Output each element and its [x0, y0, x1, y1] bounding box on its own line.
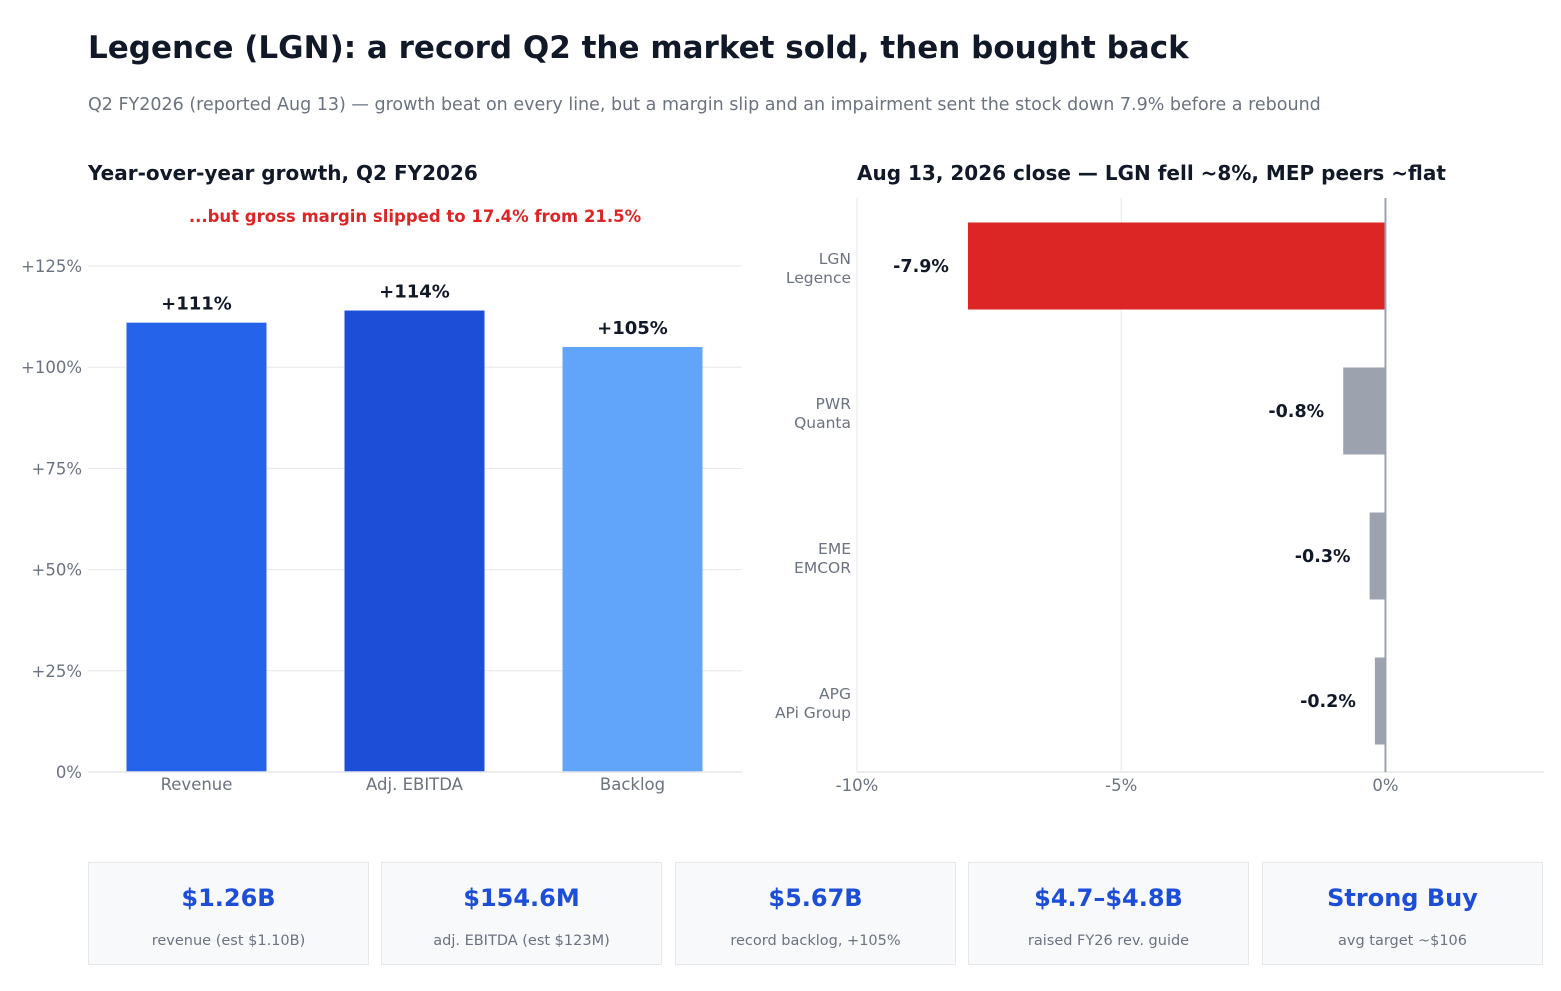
kpi-value: $154.6M — [463, 884, 580, 912]
kpi-card-guidance: $4.7–$4.8B raised FY26 rev. guide — [968, 862, 1249, 965]
bar-pwr — [1343, 367, 1386, 455]
bar-revenue — [126, 322, 267, 772]
kpi-label: avg target ~$106 — [1337, 933, 1468, 949]
kpi-row: $1.26B revenue (est $1.10B) $154.6M adj.… — [88, 862, 1544, 967]
x-tick-label: -5% — [1105, 776, 1137, 795]
y-tick-company: Quanta — [794, 414, 851, 432]
y-tick-ticker: PWR — [816, 395, 852, 413]
y-tick-ticker: LGN — [819, 250, 851, 268]
y-tick-company: EMCOR — [794, 559, 851, 577]
y-tick-label: +100% — [21, 358, 82, 377]
kpi-value: Strong Buy — [1327, 884, 1478, 912]
y-tick-label: +75% — [32, 459, 83, 478]
bar-data-label: +114% — [379, 282, 450, 303]
y-tick-ticker: EME — [818, 540, 851, 558]
reaction-chart-title: Aug 13, 2026 close — LGN fell ~8%, MEP p… — [857, 161, 1446, 185]
kpi-value: $1.26B — [181, 884, 276, 912]
x-tick-label: Revenue — [161, 775, 233, 794]
x-tick-label: Backlog — [600, 775, 665, 794]
bar-data-label: -7.9% — [893, 257, 949, 277]
bar-data-label: +105% — [597, 318, 668, 339]
kpi-card-revenue: $1.26B revenue (est $1.10B) — [88, 862, 369, 965]
kpi-value: $4.7–$4.8B — [1034, 884, 1183, 912]
growth-chart-title: Year-over-year growth, Q2 FY2026 — [88, 161, 478, 185]
x-tick-label: 0% — [1372, 776, 1398, 795]
kpi-card-rating: Strong Buy avg target ~$106 — [1262, 862, 1543, 965]
y-tick-label: 0% — [56, 763, 82, 782]
x-tick-label: -10% — [836, 776, 879, 795]
growth-bar-chart: 0% +25% +50% +75% +100% +125% +111% Revenue +114… — [21, 207, 742, 794]
bar-lgn — [967, 222, 1386, 310]
x-tick-label: Adj. EBITDA — [366, 775, 464, 794]
bar-data-label: -0.2% — [1300, 692, 1356, 712]
kpi-card-ebitda: $154.6M adj. EBITDA (est $123M) — [381, 862, 662, 965]
y-tick-label: +125% — [21, 257, 82, 276]
bar-data-label: -0.8% — [1268, 402, 1324, 422]
kpi-label: revenue (est $1.10B) — [151, 933, 306, 949]
bar-eme — [1369, 512, 1386, 600]
y-tick-company: Legence — [786, 269, 851, 287]
page-title: Legence (LGN): a record Q2 the market so… — [88, 30, 1189, 66]
bar-data-label: -0.3% — [1295, 547, 1351, 567]
page-subtitle: Q2 FY2026 (reported Aug 13) — growth bea… — [88, 95, 1321, 115]
kpi-label: raised FY26 rev. guide — [1027, 933, 1190, 949]
margin-annotation: ...but gross margin slipped to 17.4% fro… — [189, 207, 642, 226]
kpi-label: record backlog, +105% — [730, 933, 901, 949]
bar-apg — [1374, 657, 1386, 745]
bar-adj-ebitda — [344, 310, 485, 772]
bar-backlog — [562, 346, 703, 772]
kpi-label: adj. EBITDA (est $123M) — [433, 933, 610, 949]
y-tick-label: +25% — [32, 662, 83, 681]
y-tick-company: APi Group — [775, 704, 851, 722]
bar-data-label: +111% — [161, 294, 232, 315]
kpi-value: $5.67B — [768, 884, 863, 912]
kpi-card-backlog: $5.67B record backlog, +105% — [675, 862, 956, 965]
y-tick-label: +50% — [32, 561, 83, 580]
y-tick-ticker: APG — [819, 685, 851, 703]
